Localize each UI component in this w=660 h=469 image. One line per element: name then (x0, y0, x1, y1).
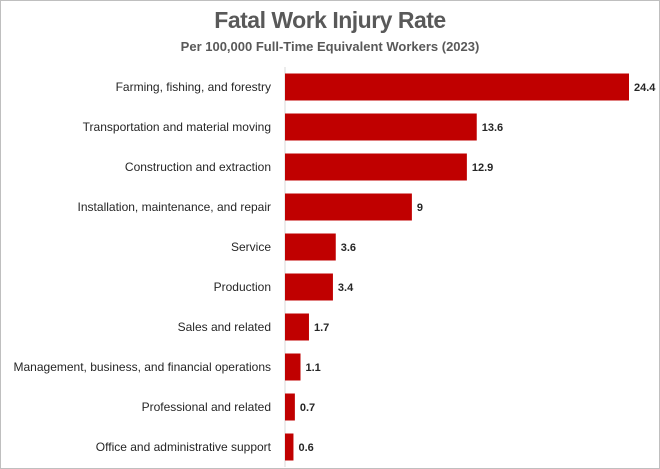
data-label: 1.7 (314, 322, 329, 334)
data-label: 24.4 (634, 82, 656, 94)
data-label: 13.6 (482, 122, 503, 134)
bar (285, 353, 301, 381)
category-label: Installation, maintenance, and repair (78, 200, 271, 214)
bar (285, 193, 412, 221)
data-label: 1.1 (306, 362, 321, 374)
bar (285, 153, 467, 181)
category-label: Construction and extraction (125, 160, 271, 174)
category-label: Sales and related (178, 320, 271, 334)
category-label: Management, business, and financial oper… (14, 360, 272, 374)
data-label: 12.9 (472, 162, 493, 174)
category-label: Professional and related (142, 400, 271, 414)
bar (285, 233, 336, 261)
bar (285, 73, 629, 101)
data-label: 0.6 (298, 442, 313, 454)
bar (285, 433, 294, 461)
data-label: 3.4 (338, 282, 354, 294)
bar (285, 273, 333, 301)
data-label: 0.7 (300, 402, 315, 414)
bar (285, 313, 309, 341)
category-label: Production (214, 280, 271, 294)
chart-subtitle: Per 100,000 Full-Time Equivalent Workers… (180, 39, 480, 54)
data-label: 3.6 (341, 242, 356, 254)
bar (285, 393, 295, 421)
category-label: Office and administrative support (96, 440, 272, 454)
data-label: 9 (417, 202, 423, 214)
category-label: Farming, fishing, and forestry (116, 80, 271, 94)
category-label: Service (231, 240, 271, 254)
bar (285, 113, 477, 141)
category-label: Transportation and material moving (83, 120, 271, 134)
chart-title: Fatal Work Injury Rate (214, 7, 446, 33)
